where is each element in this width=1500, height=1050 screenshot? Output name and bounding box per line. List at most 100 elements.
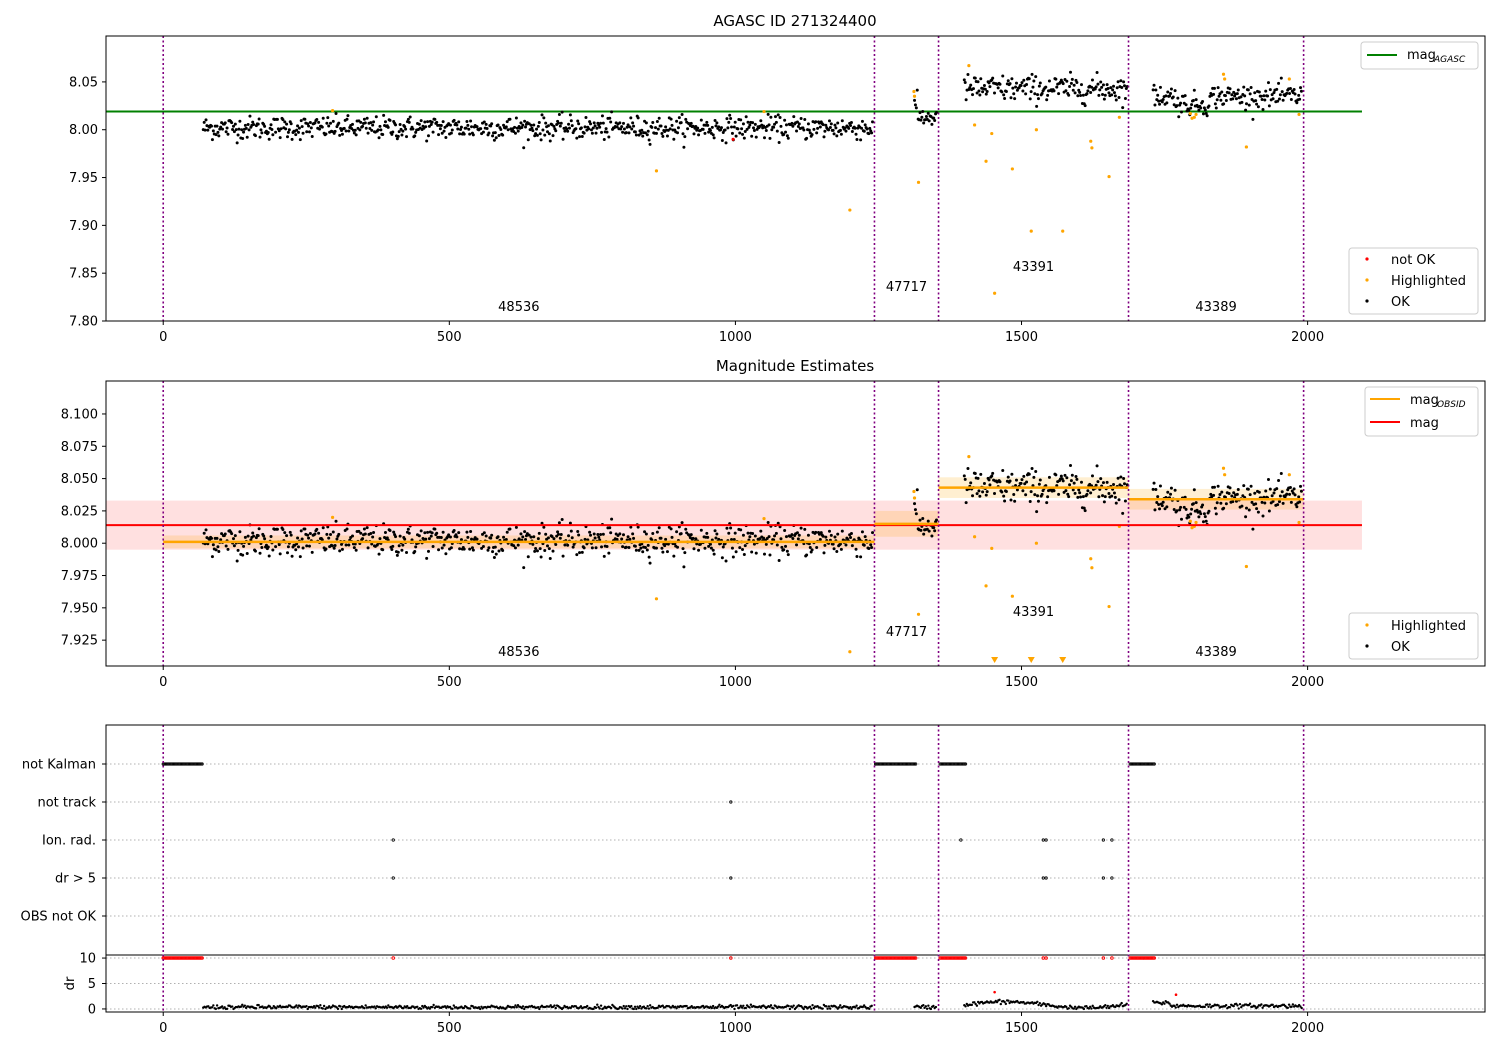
dr-point: [431, 1005, 434, 1009]
ok-point: [823, 543, 827, 547]
ok-point: [697, 548, 701, 552]
ok-point: [529, 123, 533, 127]
ok-point: [289, 533, 293, 537]
dr-point: [452, 1004, 455, 1007]
ok-point: [590, 546, 594, 550]
ok-point: [216, 130, 220, 134]
ok-point: [594, 546, 598, 550]
dr-point: [1007, 999, 1010, 1002]
ok-point: [746, 120, 750, 124]
ok-point: [300, 125, 304, 129]
dr-point: [523, 1007, 526, 1011]
ok-point: [400, 133, 404, 137]
ok-point: [819, 531, 823, 535]
dr-point: [729, 1003, 732, 1007]
ok-point: [413, 134, 417, 138]
ok-point: [838, 542, 842, 546]
dr-point: [212, 1004, 215, 1007]
highlighted-point: [990, 131, 994, 136]
dr-point: [1125, 1002, 1128, 1006]
ok-point: [773, 115, 777, 119]
ok-point: [1044, 85, 1048, 89]
dr-point: [808, 1005, 812, 1008]
top-ytick-label: 7.90: [69, 219, 98, 234]
ok-point: [278, 552, 282, 556]
ok-point: [1212, 493, 1216, 497]
ok-point: [390, 132, 394, 136]
ok-point: [814, 120, 818, 124]
ok-point: [211, 129, 215, 133]
ok-point: [556, 532, 560, 536]
ok-point: [359, 531, 363, 535]
ok-point: [1054, 473, 1058, 477]
ok-point: [1199, 512, 1203, 516]
ok-point: [286, 135, 290, 139]
ok-point: [321, 526, 325, 530]
flags-xtick-label: 1500: [1005, 1021, 1038, 1036]
ok-point: [827, 128, 831, 132]
ok-point: [306, 533, 310, 537]
ok-point: [730, 125, 734, 129]
ok-point: [433, 527, 437, 531]
ok-point: [449, 131, 453, 135]
dr-point: [1087, 1007, 1091, 1010]
dr-point: [402, 1006, 405, 1010]
dr-point: [1228, 1005, 1232, 1009]
ok-point: [828, 125, 832, 129]
ok-point: [803, 527, 807, 531]
dr-point: [839, 1004, 842, 1007]
ok-point: [253, 134, 257, 138]
ok-point: [470, 546, 474, 550]
dr-point: [364, 1004, 367, 1007]
ok-point: [297, 126, 301, 130]
ok-point: [1244, 108, 1248, 112]
dr-point: [964, 1005, 967, 1008]
highlighted-point: [1010, 594, 1014, 598]
ok-point: [651, 531, 655, 535]
ok-point: [855, 554, 859, 558]
ok-point: [252, 123, 256, 127]
ok-point: [762, 536, 766, 540]
ok-point: [1034, 75, 1038, 79]
ok-point: [699, 528, 703, 532]
dr-point: [821, 1007, 824, 1010]
ok-point: [1122, 80, 1126, 84]
flag-row-label: Ion. rad.: [42, 834, 96, 849]
ok-point: [260, 546, 264, 550]
ok-point: [773, 122, 777, 126]
highlighted-point: [1117, 115, 1121, 119]
ok-point: [666, 542, 670, 546]
dr-point: [215, 1004, 219, 1007]
ok-point: [622, 127, 626, 131]
ok-point: [231, 124, 235, 128]
dr-point: [536, 1005, 540, 1009]
ok-point: [1288, 86, 1292, 90]
ok-point: [1112, 91, 1116, 95]
dr-point: [1256, 1005, 1259, 1009]
ok-point: [517, 537, 521, 541]
dr-point: [239, 1005, 243, 1008]
dr-point: [973, 1001, 976, 1004]
dr-point: [701, 1004, 705, 1008]
highlighted-legend-label: Highlighted: [1391, 274, 1466, 289]
ok-point: [1245, 102, 1249, 106]
ok-point: [933, 119, 937, 123]
ok-point: [1176, 96, 1180, 100]
ok-point: [236, 548, 240, 552]
ok-point: [283, 531, 287, 535]
ok-point: [253, 549, 257, 553]
ok-point: [386, 125, 390, 129]
ok-point: [396, 550, 400, 554]
ok-point: [927, 529, 931, 533]
ok-point: [284, 127, 288, 131]
ok-point: [492, 555, 496, 559]
ok-point: [1215, 98, 1219, 102]
ok-point: [538, 132, 542, 136]
ok-point: [256, 534, 260, 538]
ok-point: [381, 133, 385, 137]
ok-point: [320, 125, 324, 129]
ok-point: [976, 80, 980, 84]
ok-point: [624, 131, 628, 135]
dr-point: [1271, 1003, 1274, 1007]
ok-point: [1292, 487, 1296, 491]
